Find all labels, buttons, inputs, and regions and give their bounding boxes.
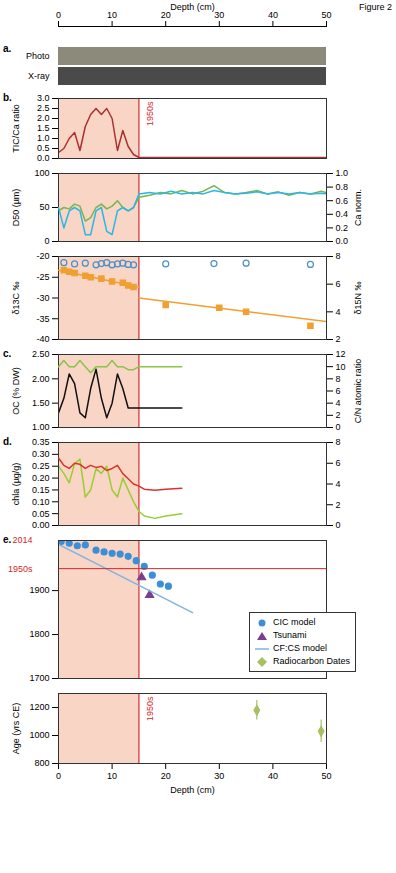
svg-text:0.20: 0.20 (32, 473, 50, 483)
svg-text:0.15: 0.15 (32, 485, 50, 495)
svg-text:0.0: 0.0 (336, 236, 349, 246)
svg-text:1950s: 1950s (8, 564, 33, 574)
html-text:e.: e. (3, 534, 12, 545)
html-text:c.: c. (3, 348, 12, 359)
svg-text:40: 40 (268, 771, 278, 781)
svg-text:50: 50 (39, 202, 49, 212)
svg-text:-20: -20 (36, 251, 49, 261)
svg-text:2.0: 2.0 (37, 113, 50, 123)
svg-text:1700: 1700 (29, 673, 49, 683)
svg-text:1.5: 1.5 (37, 123, 50, 133)
svg-text:50: 50 (321, 771, 331, 781)
svg-text:-40: -40 (36, 334, 49, 344)
svg-text:6: 6 (336, 458, 341, 468)
svg-text:50: 50 (321, 10, 331, 20)
svg-text:0.2: 0.2 (336, 223, 349, 233)
svg-text:6: 6 (336, 386, 341, 396)
svg-text:2.50: 2.50 (32, 349, 50, 359)
svg-text:0.0: 0.0 (37, 153, 50, 163)
svg-text:1.50: 1.50 (32, 398, 50, 408)
svg-text:Ca norm.: Ca norm. (353, 189, 363, 226)
svg-text:0.6: 0.6 (336, 196, 349, 206)
svg-text:2: 2 (336, 334, 341, 344)
svg-text:800: 800 (34, 758, 49, 768)
svg-text:Depth (cm): Depth (cm) (170, 785, 215, 795)
svg-text:4: 4 (336, 307, 341, 317)
svg-text:-35: -35 (36, 314, 49, 324)
svg-text:1200: 1200 (29, 702, 49, 712)
svg-text:40: 40 (268, 10, 278, 20)
svg-text:OC (% DW): OC (% DW) (11, 367, 21, 415)
svg-text:20: 20 (161, 10, 171, 20)
svg-text:2.5: 2.5 (37, 103, 50, 113)
svg-text:1950s: 1950s (145, 696, 155, 721)
html-text:Radiocarbon Dates: Radiocarbon Dates (273, 656, 350, 666)
html-text:d.: d. (3, 436, 12, 447)
svg-text:0.8: 0.8 (336, 182, 349, 192)
svg-text:100: 100 (34, 168, 49, 178)
svg-text:8: 8 (336, 374, 341, 384)
svg-text:0.05: 0.05 (32, 509, 50, 519)
svg-text:1900: 1900 (29, 585, 49, 595)
svg-text:10: 10 (107, 10, 117, 20)
svg-text:10: 10 (336, 362, 346, 372)
svg-text:TIC/Ca ratio: TIC/Ca ratio (11, 104, 21, 153)
svg-text:30: 30 (214, 10, 224, 20)
svg-text:0.30: 0.30 (32, 449, 50, 459)
svg-text:X-ray: X-ray (28, 71, 50, 81)
svg-text:2.00: 2.00 (32, 374, 50, 384)
svg-text:3.0: 3.0 (37, 93, 50, 103)
svg-text:0: 0 (44, 236, 49, 246)
svg-text:1950s: 1950s (145, 101, 155, 126)
svg-text:2: 2 (336, 500, 341, 510)
svg-text:chla (µg/g): chla (µg/g) (11, 463, 21, 506)
svg-text:6: 6 (336, 279, 341, 289)
svg-text:4: 4 (336, 398, 341, 408)
svg-text:12: 12 (336, 349, 346, 359)
svg-text:10: 10 (107, 771, 117, 781)
svg-text:1000: 1000 (29, 730, 49, 740)
svg-text:Age (yrs CE): Age (yrs CE) (11, 703, 21, 755)
svg-text:0.10: 0.10 (32, 497, 50, 507)
svg-text:Depth (cm): Depth (cm) (170, 2, 215, 12)
svg-text:0: 0 (56, 771, 61, 781)
svg-text:0.35: 0.35 (32, 437, 50, 447)
svg-text:30: 30 (214, 771, 224, 781)
svg-text:Photo: Photo (26, 51, 50, 61)
svg-text:8: 8 (336, 437, 341, 447)
svg-text:8: 8 (336, 251, 341, 261)
svg-text:δ13C ‰: δ13C ‰ (11, 281, 21, 314)
svg-text:0: 0 (56, 10, 61, 20)
svg-text:C/N atomic ratio: C/N atomic ratio (353, 359, 363, 424)
svg-text:D50 (µm): D50 (µm) (11, 189, 21, 227)
svg-text:1800: 1800 (29, 629, 49, 639)
html-text:CIC model: CIC model (273, 617, 316, 627)
svg-text:δ15N ‰: δ15N ‰ (353, 281, 363, 314)
html-text:CF:CS model: CF:CS model (273, 643, 327, 653)
svg-text:0.5: 0.5 (37, 143, 50, 153)
html-text:Tsunami: Tsunami (273, 630, 307, 640)
svg-text:4: 4 (336, 479, 341, 489)
svg-text:1.0: 1.0 (336, 168, 349, 178)
svg-text:-25: -25 (36, 272, 49, 282)
svg-text:0.00: 0.00 (32, 520, 50, 530)
svg-text:0: 0 (336, 520, 341, 530)
svg-text:0.4: 0.4 (336, 209, 349, 219)
svg-text:1.0: 1.0 (37, 133, 50, 143)
svg-text:1.00: 1.00 (32, 422, 50, 432)
svg-text:2: 2 (336, 410, 341, 420)
svg-text:0: 0 (336, 422, 341, 432)
html-text:b.: b. (3, 92, 12, 103)
svg-text:0.25: 0.25 (32, 461, 50, 471)
svg-text:-30: -30 (36, 293, 49, 303)
html-text:a.: a. (3, 43, 12, 54)
html-text:Figure 2: Figure 2 (359, 2, 392, 12)
svg-text:20: 20 (161, 771, 171, 781)
svg-text:2014: 2014 (12, 535, 32, 545)
